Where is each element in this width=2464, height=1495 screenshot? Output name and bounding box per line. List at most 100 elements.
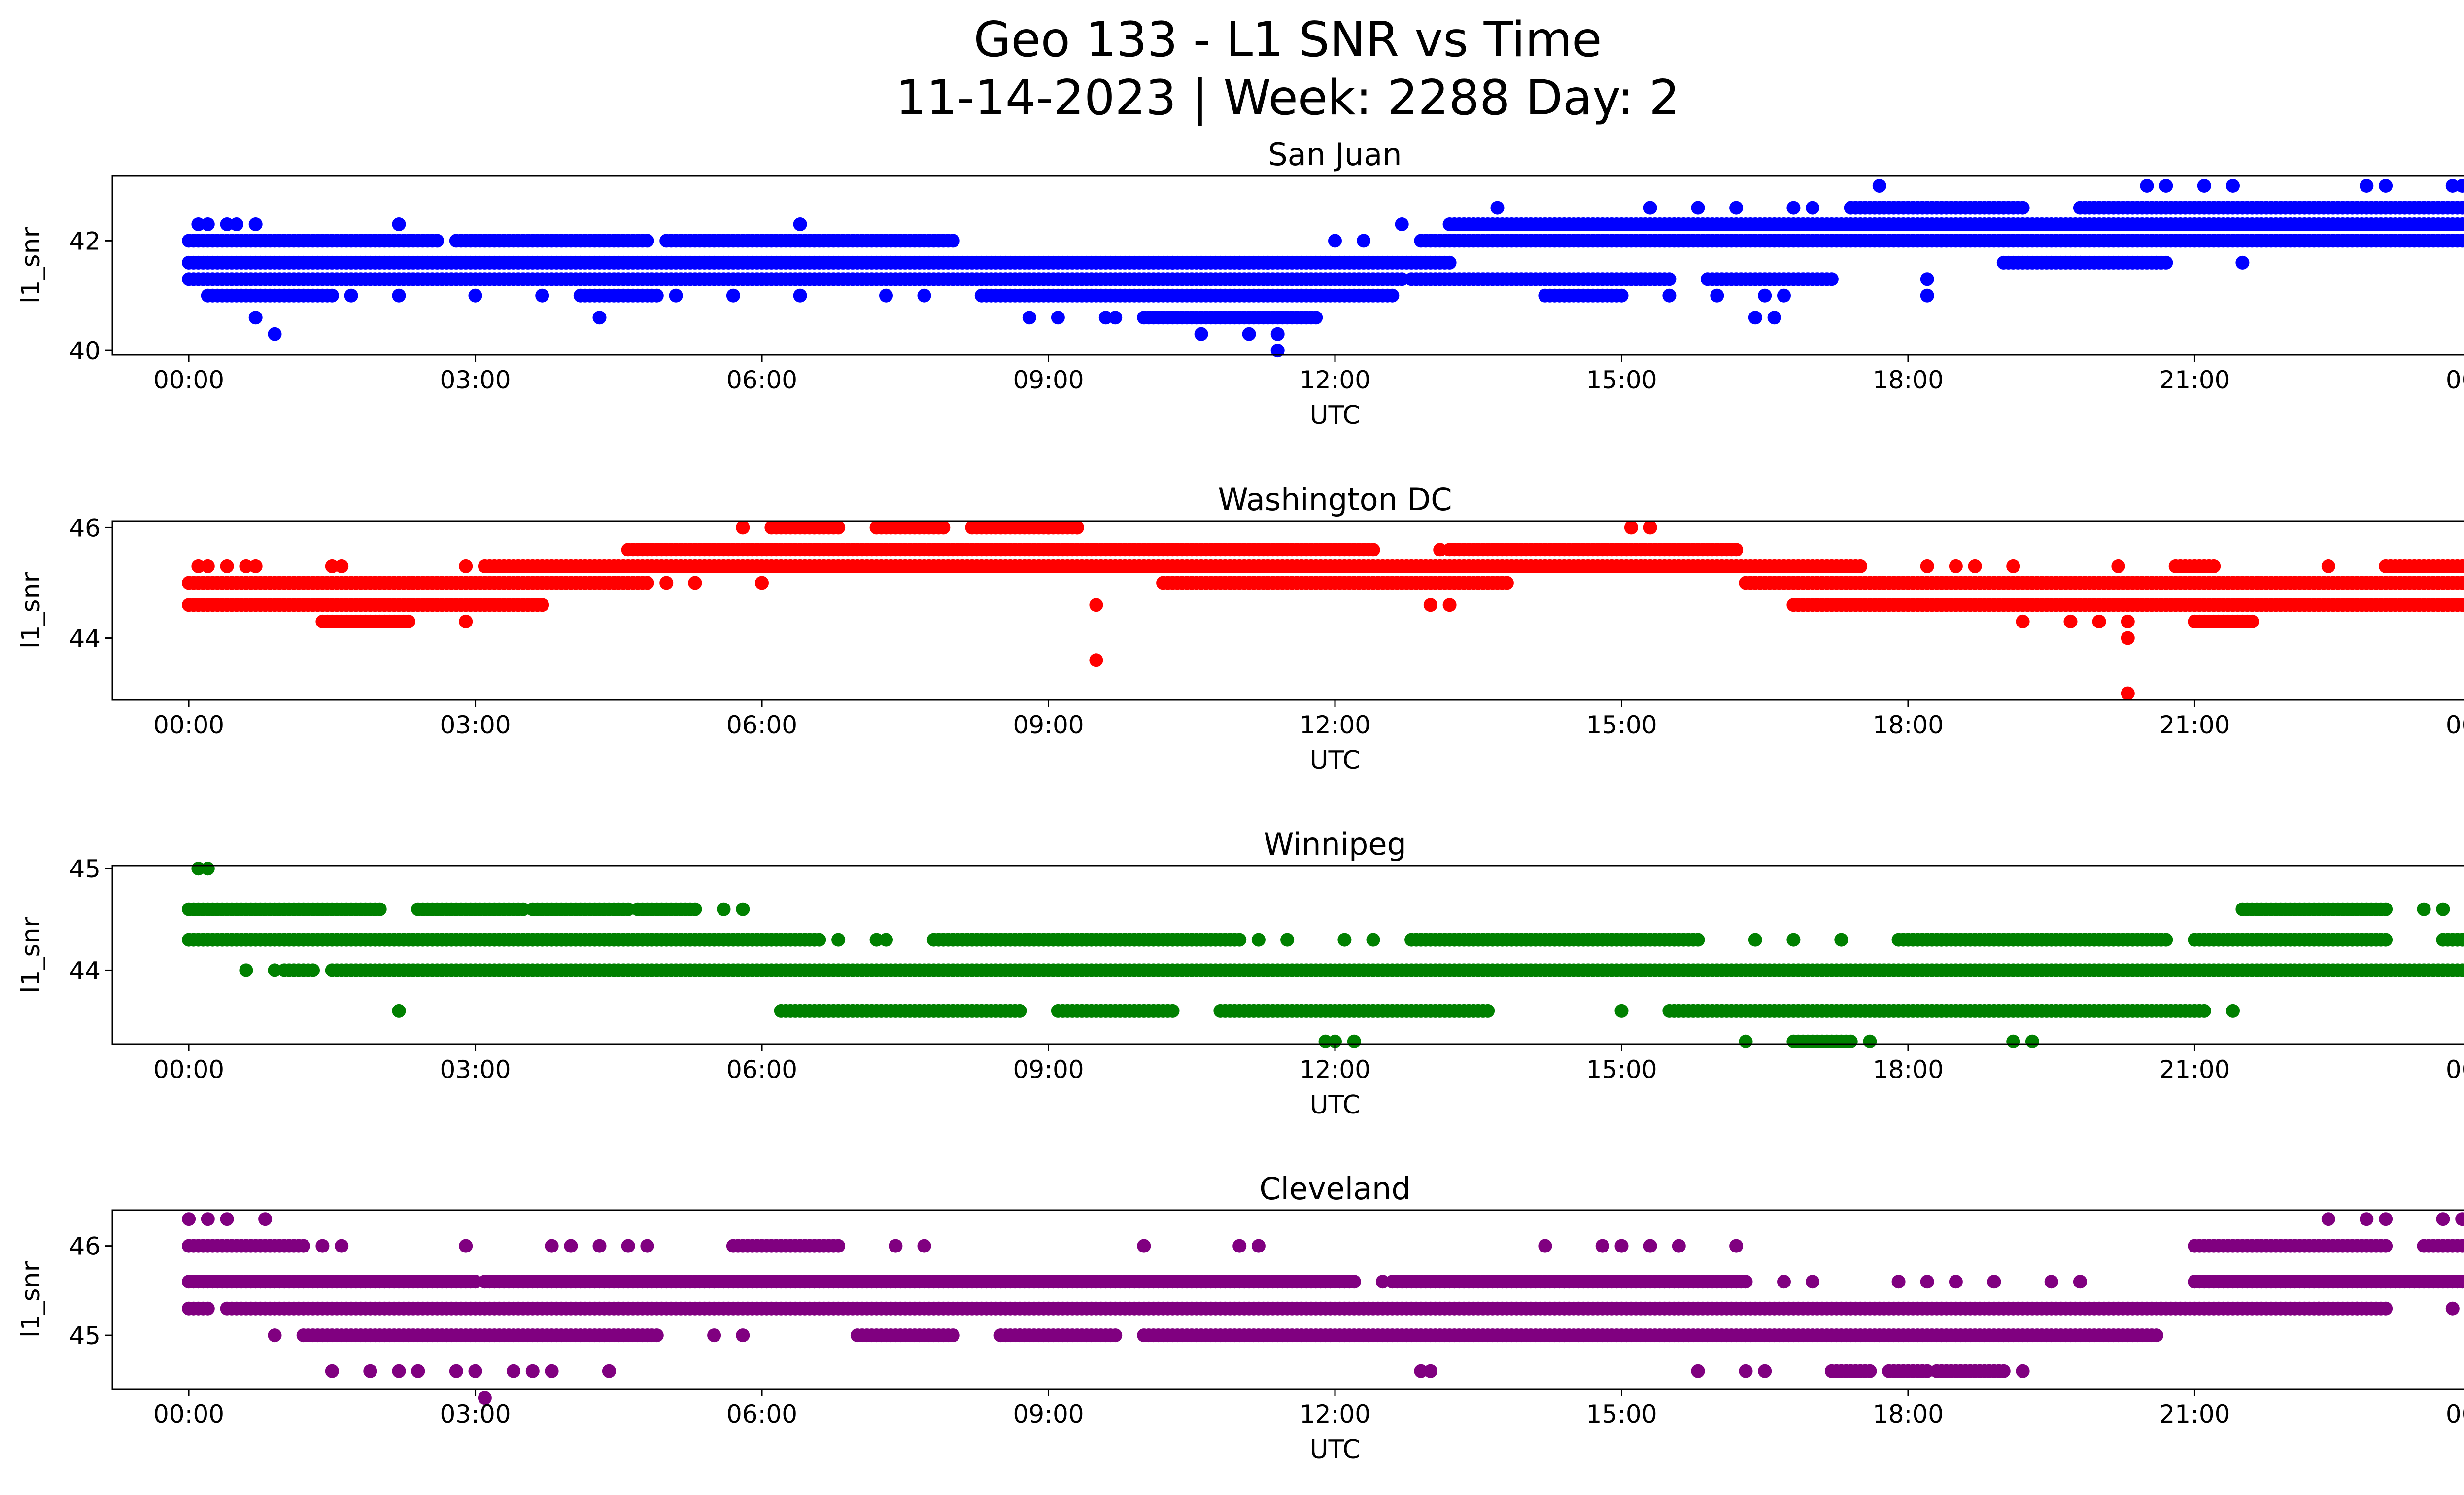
- data-point: [1395, 217, 1409, 231]
- data-point: [2245, 614, 2259, 628]
- x-tick-label: 00:00: [2446, 1055, 2464, 1084]
- data-point: [191, 217, 205, 231]
- data-point: [2197, 1004, 2211, 1018]
- data-point: [2460, 234, 2464, 247]
- data-point: [640, 576, 654, 590]
- x-tick-label: 12:00: [1300, 711, 1370, 739]
- y-tick-label: 40: [69, 337, 101, 365]
- x-tick-label: 03:00: [440, 1055, 511, 1084]
- data-point: [201, 217, 215, 231]
- y-tick-label: 45: [69, 855, 101, 883]
- data-point: [1968, 559, 1982, 573]
- x-tick-label: 21:00: [2159, 1055, 2230, 1084]
- data-point: [1614, 1004, 1629, 1018]
- data-point: [717, 902, 731, 916]
- subplot-title: Cleveland: [1259, 1171, 1410, 1207]
- data-point: [1758, 576, 1772, 590]
- data-point: [248, 217, 263, 231]
- data-point: [2149, 255, 2163, 270]
- data-point: [220, 559, 234, 573]
- data-point: [239, 963, 253, 977]
- data-point: [1041, 521, 1056, 535]
- data-point: [2121, 631, 2135, 645]
- y-axis-label: l1_snr: [16, 227, 46, 304]
- data-point: [201, 559, 215, 573]
- data-point: [640, 234, 654, 248]
- data-point: [1270, 344, 1285, 358]
- data-point: [1433, 543, 1447, 557]
- data-point: [1662, 288, 1677, 303]
- data-point: [2460, 218, 2464, 231]
- x-tick-label: 06:00: [726, 366, 797, 394]
- data-point: [1662, 272, 1677, 286]
- data-point: [268, 327, 282, 341]
- subplot-title: Winnipeg: [1264, 826, 1406, 862]
- data-point: [755, 576, 769, 590]
- x-axis-label: UTC: [1309, 1090, 1360, 1120]
- data-point: [2159, 255, 2173, 270]
- data-point: [1232, 255, 1247, 270]
- data-point: [1442, 598, 1457, 612]
- data-point: [1347, 1275, 1361, 1289]
- data-point: [1777, 288, 1791, 303]
- data-point: [325, 559, 339, 573]
- figure-title-line1: Geo 133 - L1 SNR vs Time: [973, 12, 1602, 68]
- data-point: [306, 963, 320, 977]
- y-axis-label: l1_snr: [16, 572, 46, 649]
- data-point: [344, 288, 358, 303]
- data-point: [736, 521, 750, 535]
- data-point: [1920, 272, 1934, 286]
- data-point: [373, 902, 387, 916]
- data-point: [621, 902, 635, 916]
- data-point: [2445, 179, 2460, 193]
- data-point: [2016, 614, 2030, 628]
- data-point: [1643, 521, 1657, 535]
- x-tick-label: 00:00: [2446, 711, 2464, 739]
- subplot-title: Washington DC: [1218, 482, 1452, 518]
- data-point: [2197, 179, 2211, 193]
- data-point: [1337, 933, 1352, 947]
- data-point: [650, 288, 664, 303]
- data-point: [1691, 933, 1705, 947]
- data-point: [2436, 902, 2450, 916]
- data-point: [2436, 598, 2450, 612]
- data-point: [1806, 201, 1820, 215]
- data-point: [1194, 327, 1208, 341]
- data-point: [430, 234, 444, 248]
- y-axis-label: l1_snr: [16, 916, 46, 993]
- data-point: [2379, 902, 2393, 916]
- data-point: [1347, 1034, 1361, 1048]
- data-point: [1739, 1275, 1753, 1289]
- data-point: [392, 288, 406, 303]
- x-tick-label: 09:00: [1013, 366, 1084, 394]
- data-point: [1786, 201, 1801, 215]
- data-point: [248, 311, 263, 325]
- figure-title-line2: 11-14-2023 | Week: 2288 Day: 2: [895, 70, 1680, 126]
- data-point: [1165, 255, 1180, 270]
- data-point: [2159, 933, 2173, 947]
- x-tick-label: 03:00: [440, 711, 511, 739]
- data-point: [2460, 964, 2464, 977]
- data-point: [392, 1004, 406, 1018]
- data-point: [468, 288, 482, 303]
- data-point: [879, 288, 893, 303]
- data-point: [2460, 1275, 2464, 1288]
- data-point: [1051, 311, 1065, 325]
- x-tick-label: 18:00: [1873, 366, 1944, 394]
- data-point: [917, 288, 931, 303]
- x-tick-label: 21:00: [2159, 366, 2230, 394]
- data-point: [1270, 327, 1285, 341]
- data-point: [2006, 559, 2020, 573]
- scatter-points: [182, 179, 2464, 358]
- data-point: [401, 614, 415, 628]
- subplot-title: San Juan: [1268, 137, 1402, 173]
- x-tick-label: 15:00: [1586, 711, 1657, 739]
- data-point: [239, 559, 253, 573]
- data-point: [2006, 1034, 2020, 1048]
- data-point: [535, 288, 549, 303]
- x-tick-label: 09:00: [1013, 1055, 1084, 1084]
- data-point: [1758, 288, 1772, 303]
